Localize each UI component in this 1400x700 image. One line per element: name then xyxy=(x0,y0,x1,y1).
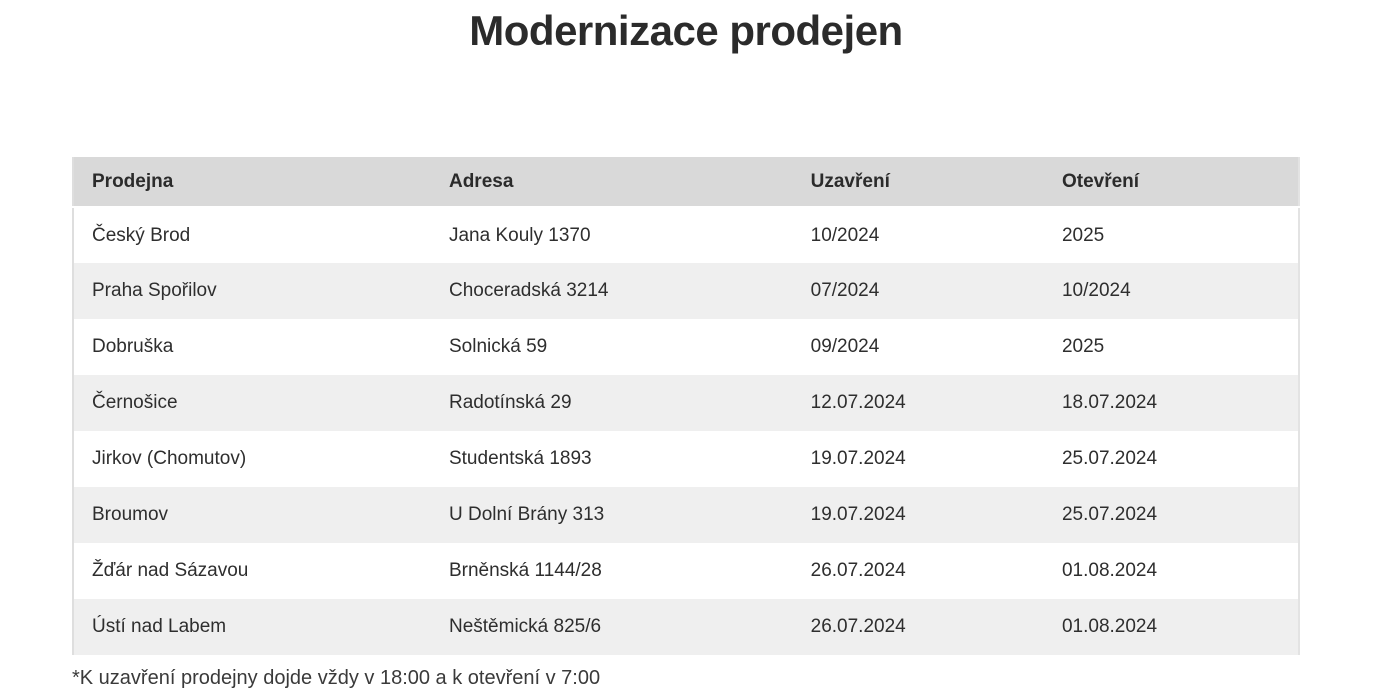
table-row: Broumov U Dolní Brány 313 19.07.2024 25.… xyxy=(73,487,1299,543)
table-row: Praha Spořilov Choceradská 3214 07/2024 … xyxy=(73,263,1299,319)
table-row: Jirkov (Chomutov) Studentská 1893 19.07.… xyxy=(73,431,1299,487)
store-modernization-table: Prodejna Adresa Uzavření Otevření Český … xyxy=(72,157,1300,655)
table-row: Ústí nad Labem Neštěmická 825/6 26.07.20… xyxy=(73,599,1299,655)
cell-address: U Dolní Brány 313 xyxy=(448,504,605,525)
cell-closing: 10/2024 xyxy=(810,224,880,246)
cell-address: Jana Kouly 1370 xyxy=(448,224,591,246)
column-header-address: Adresa xyxy=(430,157,793,208)
cell-address: Radotínská 29 xyxy=(448,392,572,413)
table-row: Černošice Radotínská 29 12.07.2024 18.07… xyxy=(73,375,1299,431)
cell-address: Studentská 1893 xyxy=(448,448,592,469)
cell-opening: 2025 xyxy=(1061,336,1105,357)
cell-store: Černošice xyxy=(92,392,178,413)
cell-store: Praha Spořilov xyxy=(92,280,217,301)
cell-address: Choceradská 3214 xyxy=(448,280,609,301)
table-header: Prodejna Adresa Uzavření Otevření xyxy=(73,157,1299,208)
cell-store: Český Brod xyxy=(92,224,191,246)
cell-closing: 07/2024 xyxy=(810,280,880,301)
content-container: Modernizace prodejen Prodejna Adresa Uza… xyxy=(72,0,1300,690)
table-row: Český Brod Jana Kouly 1370 10/2024 2025 xyxy=(73,207,1299,263)
page-title: Modernizace prodejen xyxy=(469,7,903,54)
cell-closing: 09/2024 xyxy=(810,336,880,357)
column-header-closing: Uzavření xyxy=(792,157,1044,208)
cell-store: Jirkov (Chomutov) xyxy=(92,448,247,469)
table-footnote: *K uzavření prodejny dojde vždy v 18:00 … xyxy=(72,667,601,689)
cell-store: Broumov xyxy=(92,504,169,525)
cell-address: Neštěmická 825/6 xyxy=(448,616,602,637)
table-body: Český Brod Jana Kouly 1370 10/2024 2025 … xyxy=(73,207,1299,655)
table-header-row: Prodejna Adresa Uzavření Otevření xyxy=(73,157,1299,208)
cell-opening: 25.07.2024 xyxy=(1061,448,1158,469)
cell-closing: 26.07.2024 xyxy=(810,616,906,637)
cell-store: Žďár nad Sázavou xyxy=(92,560,249,581)
column-header-opening: Otevření xyxy=(1043,157,1299,208)
cell-address: Brněnská 1144/28 xyxy=(448,560,602,581)
cell-opening: 10/2024 xyxy=(1061,280,1131,301)
cell-closing: 19.07.2024 xyxy=(810,504,906,525)
cell-closing: 19.07.2024 xyxy=(810,448,906,469)
cell-closing: 26.07.2024 xyxy=(810,560,906,581)
cell-opening: 01.08.2024 xyxy=(1061,560,1158,581)
table-row: Žďár nad Sázavou Brněnská 1144/28 26.07.… xyxy=(73,543,1299,599)
cell-address: Solnická 59 xyxy=(448,336,548,357)
table-row: Dobruška Solnická 59 09/2024 2025 xyxy=(73,319,1299,375)
cell-opening: 18.07.2024 xyxy=(1061,392,1158,413)
cell-opening: 2025 xyxy=(1061,224,1105,246)
cell-closing: 12.07.2024 xyxy=(810,392,906,413)
cell-opening: 01.08.2024 xyxy=(1061,616,1158,637)
cell-store: Dobruška xyxy=(92,336,174,357)
column-header-store: Prodejna xyxy=(73,157,431,208)
cell-store: Ústí nad Labem xyxy=(92,616,227,637)
cell-opening: 25.07.2024 xyxy=(1061,504,1158,525)
